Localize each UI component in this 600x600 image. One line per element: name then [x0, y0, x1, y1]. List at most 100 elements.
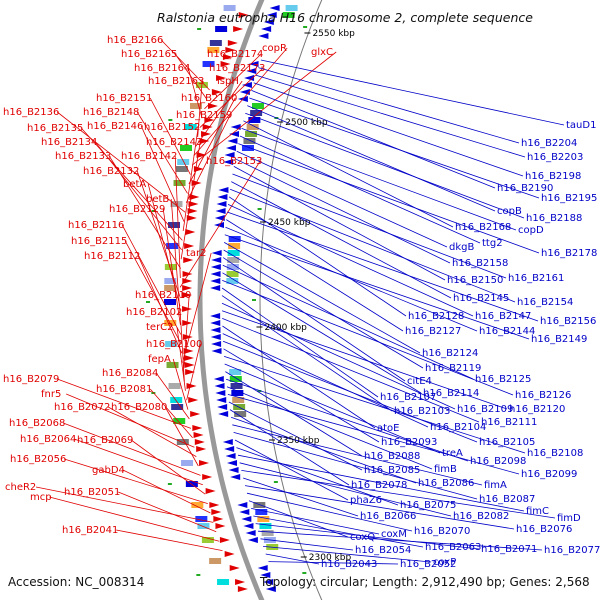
marker: [167, 483, 172, 485]
right-leader-line: [222, 272, 422, 394]
reverse-gene-arrow: [218, 411, 229, 417]
right-leader-line: [228, 401, 363, 471]
feature-block: [241, 145, 254, 151]
reverse-gene-arrow: [215, 208, 226, 214]
right-leader-line: [258, 67, 520, 144]
feature-block: [228, 243, 241, 249]
tick-label: 2350 kbp: [277, 436, 320, 446]
reverse-gene-arrow: [211, 348, 222, 354]
forward-gene-arrow: [222, 54, 233, 60]
right-leader-line: [249, 97, 540, 199]
right-gene-label: coxP: [433, 557, 456, 568]
left-leader-line: [94, 141, 182, 251]
right-leader-line: [236, 447, 399, 506]
forward-gene-arrow: [202, 474, 213, 480]
feature-block: [173, 418, 186, 424]
tick-label: 2450 kbp: [268, 218, 311, 228]
left-gene-label: h16_B2152: [144, 122, 200, 133]
summary-text: Topology: circular; Length: 2,912,490 bp…: [259, 575, 590, 589]
feature-block: [251, 103, 264, 109]
forward-gene-arrow: [238, 12, 249, 18]
feature-block: [170, 397, 183, 403]
right-gene-label: h16_B2178: [541, 248, 597, 259]
left-gene-label: fnr5: [41, 389, 61, 400]
left-leader-line: [130, 439, 206, 495]
forward-gene-arrow: [186, 215, 197, 221]
right-gene-label: h16_B2054: [355, 545, 411, 556]
right-gene-label: h16_B2161: [508, 273, 564, 284]
feature-block: [226, 278, 239, 284]
forward-gene-arrow: [209, 502, 220, 508]
tick-ring: [259, 0, 323, 600]
right-leader-line: [221, 295, 393, 412]
left-leader-line: [176, 326, 186, 391]
left-leader-line: [182, 252, 212, 363]
reverse-gene-arrow: [224, 152, 235, 158]
left-gene-label: h16_B2134: [41, 137, 97, 148]
right-leader-line: [222, 280, 514, 396]
reverse-gene-arrow: [217, 404, 228, 410]
reverse-gene-arrow: [210, 313, 221, 319]
left-gene-label: h16_B2069: [77, 435, 133, 446]
reverse-gene-arrow: [214, 215, 225, 221]
left-leader-line: [185, 114, 231, 203]
left-leader-line: [174, 155, 181, 279]
left-gene-label: h16_B2136: [3, 107, 59, 118]
right-gene-label: fimB: [434, 464, 457, 475]
feature-block: [171, 404, 184, 410]
feature-block: [282, 12, 295, 18]
right-gene-label: h16_B2098: [470, 456, 526, 467]
right-gene-label: h16_B2103: [394, 406, 450, 417]
left-leader-line: [49, 496, 220, 542]
map-title: Ralstonia eutropha H16 chromosome 2, com…: [157, 10, 533, 25]
right-leader-line: [223, 356, 526, 454]
right-gene-label: h16_B2204: [521, 138, 577, 149]
right-leader-line: [263, 546, 432, 563]
gene-tracks: [146, 0, 323, 600]
reverse-gene-arrow: [210, 285, 221, 291]
reverse-gene-arrow: [216, 201, 227, 207]
right-gene-label: fimD: [557, 513, 581, 524]
right-gene-label: h16_B2088: [364, 451, 420, 462]
left-gene-label: h16_B2132: [83, 166, 139, 177]
left-gene-label: h16_B2165: [121, 49, 177, 60]
right-gene-label: treA: [442, 448, 463, 459]
reverse-gene-arrow: [241, 82, 252, 88]
right-gene-label: h16_B2128: [408, 311, 464, 322]
feature-block: [179, 145, 192, 151]
left-gene-label: fepA: [148, 354, 171, 365]
right-gene-label: h16_B2099: [521, 469, 577, 480]
forward-gene-arrow: [182, 306, 193, 312]
feature-block: [164, 299, 177, 305]
reverse-gene-arrow: [214, 383, 225, 389]
left-gene-label: betA: [123, 179, 146, 190]
left-gene-label: h16_B2084: [102, 368, 158, 379]
right-leader-line: [251, 508, 380, 535]
right-gene-label: h16_B2203: [527, 152, 583, 163]
right-leader-line: [253, 82, 524, 177]
forward-gene-arrow: [211, 509, 222, 515]
forward-gene-arrow: [196, 152, 207, 158]
right-leader-line: [226, 219, 404, 332]
forward-gene-arrow: [190, 411, 201, 417]
right-leader-line: [251, 90, 496, 189]
right-leader-line: [222, 264, 474, 380]
feature-block: [226, 264, 239, 270]
right-gene-label: h16_B2066: [360, 511, 416, 522]
left-gene-label: h16_B2056: [10, 454, 66, 465]
right-gene-label: h16_B2119: [425, 363, 481, 374]
right-leader-line: [224, 234, 530, 340]
left-gene-label: h16_B2146: [87, 121, 143, 132]
feature-block: [209, 558, 222, 564]
reverse-gene-arrow: [258, 33, 269, 39]
reverse-gene-arrow: [210, 264, 221, 270]
reverse-gene-arrow: [223, 159, 234, 165]
left-gene-label: h16_B2051: [64, 487, 120, 498]
right-leader-line: [255, 523, 480, 550]
left-gene-label: h16_B2174: [207, 49, 263, 60]
right-gene-label: h16_B2145: [453, 293, 509, 304]
right-leader-line: [268, 561, 399, 565]
reverse-gene-arrow: [239, 89, 250, 95]
forward-gene-arrow: [199, 138, 210, 144]
right-leader-line: [231, 181, 452, 299]
